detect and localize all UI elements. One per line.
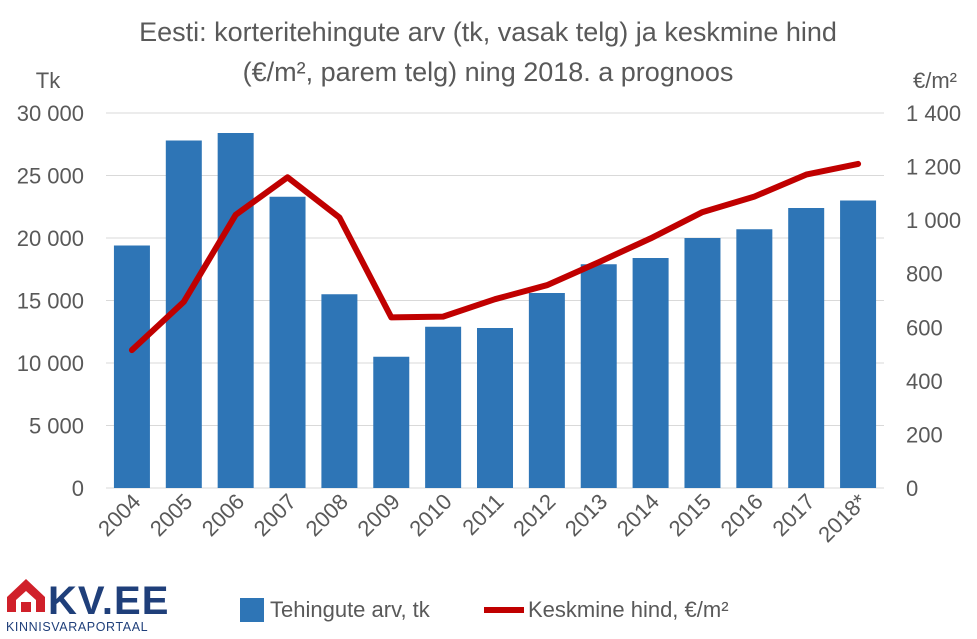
left-axis-unit: Tk [36, 68, 61, 93]
legend-label-line: Keskmine hind, €/m² [528, 597, 729, 622]
x-tick-label: 2010 [404, 489, 456, 541]
left-tick-label: 30 000 [17, 101, 84, 126]
x-tick-label: 2013 [560, 489, 612, 541]
bar-2014 [632, 258, 669, 488]
chart-title-line2: (€/m², parem telg) ning 2018. a prognoos [243, 57, 734, 87]
right-axis-ticks: 0 200 400 600 800 1 000 1 200 1 400 [906, 101, 961, 501]
bar-2011 [477, 328, 513, 488]
x-tick-label: 2005 [145, 489, 197, 541]
bar-series [113, 133, 877, 488]
bar-2009 [373, 356, 410, 488]
x-tick-label: 2009 [353, 489, 405, 541]
bar-2007 [269, 196, 306, 488]
left-tick-label: 10 000 [17, 351, 84, 376]
legend: Tehingute arv, tk Keskmine hind, €/m² [240, 597, 729, 622]
bar-2013 [580, 264, 617, 488]
bar-2017 [788, 208, 825, 488]
line-series [128, 160, 862, 354]
legend-label-bars: Tehingute arv, tk [270, 597, 431, 622]
right-tick-label: 800 [906, 262, 943, 287]
x-tick-label: 2017 [767, 489, 819, 541]
bar-2004 [113, 245, 150, 488]
bar-2015 [684, 238, 721, 488]
x-tick-label: 2018* [813, 489, 872, 548]
right-tick-label: 1 400 [906, 101, 961, 126]
bar-2008 [321, 294, 358, 488]
logo-tagline: KINNISVARAPORTAAL [6, 620, 148, 634]
x-axis-ticks: 2004 2005 2006 2007 2008 2009 2010 2011 2012 2013… [93, 489, 872, 548]
bar-2016 [736, 229, 773, 488]
right-tick-label: 0 [906, 476, 918, 501]
right-tick-label: 1 000 [906, 208, 961, 233]
kv-ee-logo: KV.EE KINNISVARAPORTAAL [6, 579, 169, 634]
logo-brand: KV.EE [48, 579, 169, 623]
right-tick-label: 200 [906, 422, 943, 447]
left-tick-label: 20 000 [17, 226, 84, 251]
x-tick-label: 2015 [664, 489, 716, 541]
bar-2010 [425, 326, 462, 488]
bar-2012 [528, 293, 565, 488]
x-tick-label: 2007 [249, 489, 301, 541]
left-tick-label: 15 000 [17, 289, 84, 314]
bar-2006 [217, 133, 254, 488]
x-tick-label: 2011 [457, 489, 508, 540]
right-tick-label: 1 200 [906, 155, 961, 180]
x-tick-label: 2006 [197, 489, 249, 541]
left-tick-label: 0 [72, 476, 84, 501]
chart-title-line1: Eesti: korteritehingute arv (tk, vasak t… [139, 17, 837, 47]
left-tick-label: 25 000 [17, 164, 84, 189]
x-tick-label: 2014 [612, 489, 664, 541]
left-axis-ticks: 0 5 000 10 000 15 000 20 000 25 000 30 000 [17, 101, 84, 501]
price-line [128, 160, 862, 354]
left-tick-label: 5 000 [29, 414, 84, 439]
right-tick-label: 400 [906, 369, 943, 394]
right-tick-label: 600 [906, 315, 943, 340]
x-tick-label: 2012 [508, 489, 560, 541]
x-tick-label: 2008 [301, 489, 353, 541]
right-axis-unit: €/m² [913, 68, 957, 93]
house-icon [7, 579, 45, 612]
legend-swatch-bars [240, 598, 264, 622]
x-tick-label: 2004 [93, 489, 145, 541]
bar-2018* [840, 200, 877, 488]
x-tick-label: 2016 [716, 489, 768, 541]
